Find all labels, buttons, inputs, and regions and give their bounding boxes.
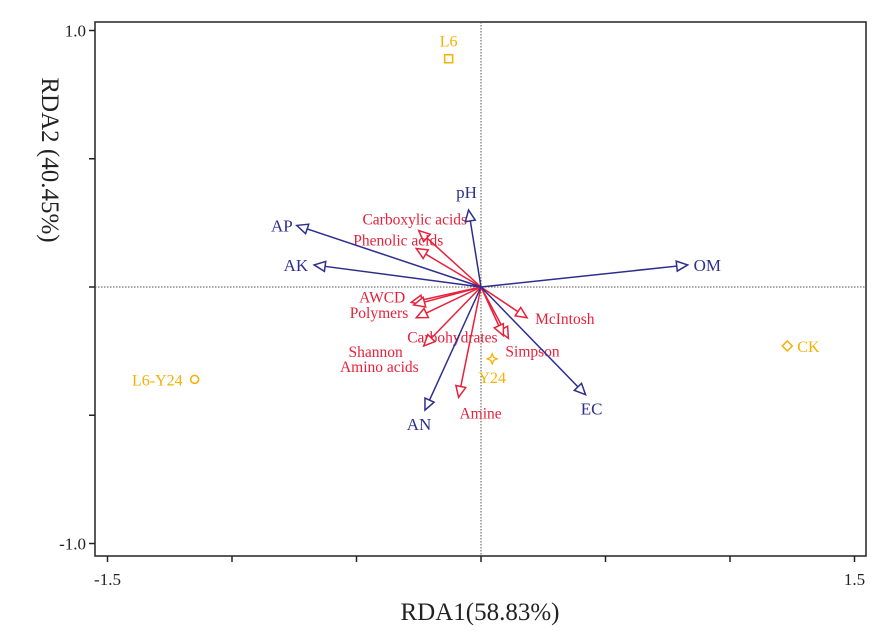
arrowhead-icon — [412, 295, 427, 308]
response-arrow-polymers: Polymers — [350, 286, 482, 322]
arrow-shaft — [423, 286, 482, 347]
sample-label: Y24 — [478, 370, 506, 387]
arrow-label: Carbohydrates — [407, 329, 497, 346]
arrow-shaft — [480, 264, 688, 288]
arrow-label: pH — [456, 183, 477, 202]
arrow-label: Amino acids — [340, 359, 419, 376]
arrow-shaft — [424, 286, 482, 411]
arrowhead-icon — [417, 229, 432, 244]
env-arrow-om: OM — [480, 256, 721, 288]
arrow-shaft — [457, 286, 482, 398]
x-tick-label: 1.5 — [844, 570, 865, 589]
arrowhead-icon — [295, 223, 310, 236]
arrowhead-icon — [414, 247, 430, 260]
arrowhead-icon — [572, 382, 587, 397]
diamond-marker-icon — [781, 339, 794, 353]
arrow-shaft — [415, 286, 482, 319]
y-axis-label: RDA2 (40.45%) — [36, 77, 63, 242]
response-arrow-phenolic-acids: Phenolic acids — [353, 233, 482, 288]
sample-label: L6 — [440, 34, 458, 51]
arrow-label: Simpson — [505, 344, 560, 361]
sample-ck: CK — [781, 339, 820, 356]
arrow-label: OM — [694, 256, 721, 275]
response-arrow-amino-acids: Amino acids — [340, 286, 482, 376]
sample-l6-y24: L6-Y24 — [132, 372, 200, 389]
arrow-label: Amine — [459, 405, 501, 422]
arrow-label: AN — [407, 415, 432, 434]
x-tick-label: -1.5 — [94, 570, 121, 589]
sample-label: CK — [797, 339, 820, 356]
arrowhead-icon — [424, 396, 436, 412]
arrow-shaft — [415, 247, 482, 288]
arrow-label: EC — [581, 400, 603, 419]
arrowhead-icon — [312, 260, 327, 273]
response-arrow-simpson: Simpson — [480, 286, 560, 361]
square-marker-icon — [443, 53, 454, 64]
arrow-shaft — [480, 286, 587, 396]
arrow-label: Shannon — [349, 344, 404, 361]
response-arrow-carboxylic-acids: Carboxylic acids — [362, 212, 482, 288]
arrow-shaft — [314, 264, 482, 288]
arrow-shaft — [467, 209, 482, 288]
star-marker-icon — [485, 352, 499, 366]
env-arrow-an: AN — [407, 286, 482, 434]
circle-marker-icon — [189, 374, 200, 385]
arrow-label: McIntosh — [535, 311, 595, 328]
x-axis-label: RDA1(58.83%) — [400, 599, 559, 626]
sample-l6: L6 — [440, 34, 458, 64]
response-arrow-amine: Amine — [454, 286, 502, 422]
env-arrow-ph: pH — [456, 183, 482, 288]
arrow-label: AP — [271, 216, 293, 235]
arrow-label: Polymers — [350, 305, 409, 322]
arrow-label: AK — [284, 256, 309, 275]
arrowhead-icon — [492, 322, 505, 338]
arrowhead-icon — [422, 333, 437, 348]
arrow-shaft — [418, 230, 482, 288]
env-arrow-ap: AP — [271, 216, 482, 288]
arrowhead-icon — [464, 208, 477, 223]
sample-y24: Y24 — [478, 352, 506, 387]
response-arrow-mcintosh: McIntosh — [480, 286, 595, 328]
response-arrow-shannon: Shannon — [349, 286, 482, 361]
arrowhead-icon — [513, 306, 529, 319]
arrowhead-icon — [414, 307, 430, 319]
arrowhead-icon — [454, 384, 467, 400]
y-tick-label: -1.0 — [59, 535, 86, 554]
arrow-shaft — [296, 224, 482, 288]
env-arrow-ec: EC — [480, 286, 603, 419]
sample-label: L6-Y24 — [132, 372, 183, 389]
arrow-label: AWCD — [359, 289, 405, 306]
y-tick-label: 1.0 — [65, 22, 86, 41]
arrowhead-icon — [675, 260, 690, 273]
arrow-label: Phenolic acids — [353, 233, 443, 250]
arrow-label: Carboxylic acids — [362, 212, 467, 229]
env-arrow-ak: AK — [284, 256, 482, 288]
